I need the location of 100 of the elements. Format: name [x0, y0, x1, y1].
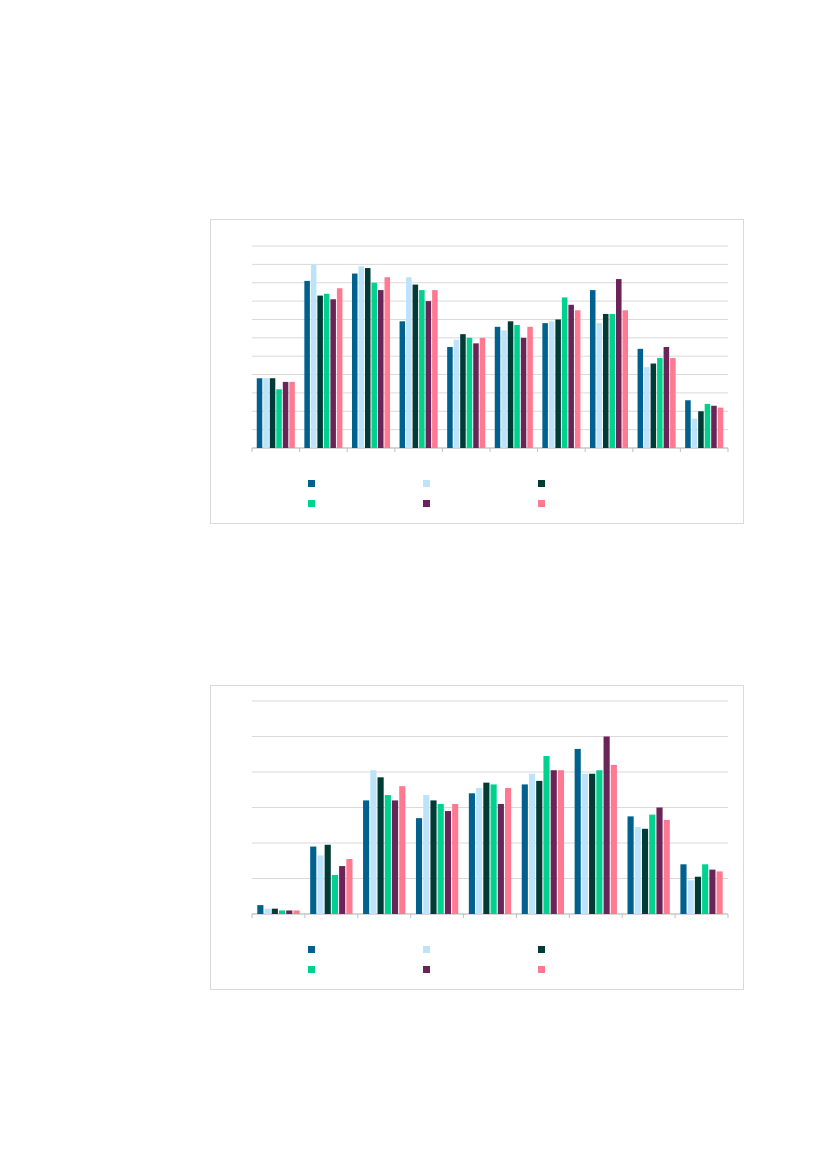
bar	[317, 295, 323, 448]
bar	[452, 803, 459, 914]
bar	[656, 807, 663, 914]
bar	[399, 786, 406, 914]
bar	[574, 748, 581, 914]
bar	[596, 770, 603, 914]
bar	[370, 770, 377, 914]
bar	[330, 299, 336, 448]
bar	[589, 773, 596, 914]
bar	[412, 284, 419, 448]
bar	[711, 405, 717, 448]
bar	[339, 866, 346, 914]
bar	[419, 290, 425, 448]
bar	[521, 784, 528, 914]
bar	[603, 736, 610, 914]
bar	[264, 908, 271, 914]
bar	[364, 268, 371, 448]
bar	[634, 827, 641, 914]
bar	[378, 290, 384, 448]
bar	[610, 764, 617, 914]
bar	[514, 324, 520, 448]
bar	[476, 787, 483, 914]
bar	[709, 869, 716, 914]
bar	[468, 793, 475, 914]
bar	[536, 780, 543, 914]
bar	[257, 905, 264, 914]
bar	[278, 910, 286, 914]
bar	[680, 864, 687, 914]
bar	[694, 876, 702, 914]
bar	[698, 411, 704, 448]
bar	[432, 290, 438, 448]
bar	[358, 266, 364, 448]
bar	[466, 337, 473, 448]
bar	[460, 334, 466, 448]
bar	[527, 326, 533, 448]
bar	[331, 874, 339, 914]
bar	[561, 297, 568, 448]
bar	[568, 304, 574, 448]
bar	[507, 321, 514, 448]
bar	[685, 400, 691, 448]
bar	[663, 819, 670, 914]
bar	[406, 277, 412, 448]
bar	[269, 378, 276, 448]
bar	[293, 910, 300, 914]
bar	[263, 378, 269, 448]
bar	[663, 347, 670, 448]
bar	[542, 323, 548, 448]
bar	[317, 855, 324, 914]
bar	[483, 782, 490, 914]
bar	[716, 871, 723, 914]
bar	[282, 381, 289, 448]
bar	[622, 310, 629, 448]
bar	[649, 814, 656, 914]
bar	[384, 795, 391, 914]
bar	[596, 323, 602, 448]
bar	[399, 321, 406, 448]
bar	[501, 330, 507, 448]
bar	[430, 800, 437, 914]
bar	[657, 358, 663, 448]
bar	[543, 756, 550, 914]
bar	[650, 363, 657, 448]
bar	[589, 290, 596, 448]
bar	[423, 795, 430, 914]
bar	[557, 770, 565, 914]
bar	[641, 828, 649, 914]
bar	[548, 321, 555, 448]
bar	[336, 288, 343, 448]
bar	[447, 347, 453, 448]
bar	[473, 343, 479, 448]
bar	[555, 319, 561, 448]
bar	[627, 816, 634, 914]
bar	[256, 378, 263, 448]
bar	[528, 773, 536, 914]
bar	[453, 339, 460, 448]
bar	[384, 277, 391, 448]
bar	[425, 301, 432, 448]
bar	[351, 273, 358, 448]
bar	[602, 313, 609, 448]
bar	[505, 787, 512, 914]
bar	[670, 358, 676, 448]
bar	[437, 803, 444, 914]
bar	[704, 403, 711, 448]
bar	[415, 818, 423, 914]
bar	[304, 280, 310, 448]
bar	[286, 910, 293, 914]
bar	[323, 293, 330, 448]
bar	[310, 264, 317, 448]
bar	[346, 858, 353, 914]
bar	[702, 864, 709, 914]
bar	[310, 846, 317, 914]
bar	[377, 777, 384, 914]
bar	[490, 784, 497, 914]
bar	[609, 313, 616, 448]
bar	[444, 811, 452, 914]
bar	[520, 337, 527, 448]
bar	[616, 279, 622, 448]
bar	[644, 367, 650, 448]
bar	[479, 337, 486, 448]
bar	[324, 844, 331, 914]
bar	[271, 908, 278, 914]
